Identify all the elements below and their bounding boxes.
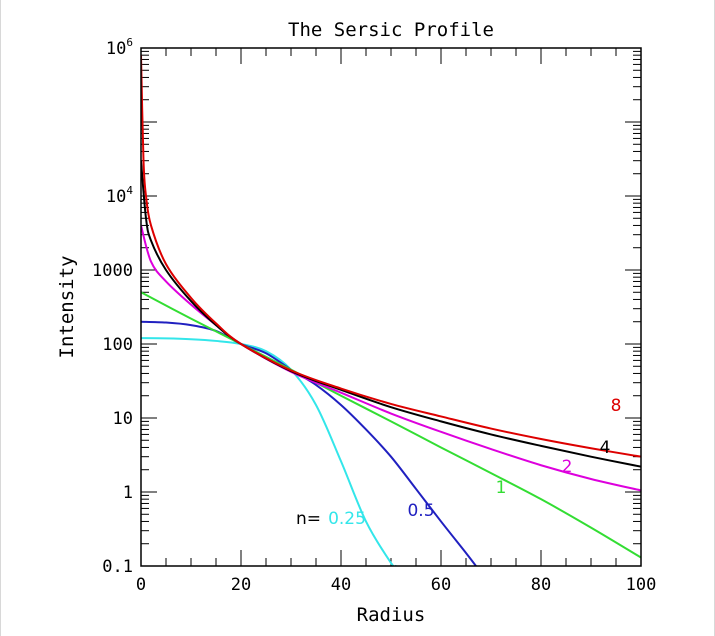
curve-n-1: [141, 291, 641, 559]
y-tick-label: 10: [113, 409, 133, 429]
x-tick-label: 60: [431, 575, 451, 595]
n-equals-label: n=: [296, 509, 321, 529]
curve-n-0-5: [141, 320, 477, 566]
curve-n-8: [141, 55, 641, 458]
curve-label-n-1: 1: [496, 478, 507, 498]
x-tick-label: 80: [531, 575, 551, 595]
curve-n-2: [141, 225, 641, 492]
chart-title: The Sersic Profile: [288, 19, 494, 41]
curve-label-n-4: 4: [600, 438, 611, 458]
x-tick-label: 40: [331, 575, 351, 595]
plot-border: [140, 47, 642, 567]
curve-label-n-2: 2: [562, 457, 573, 477]
y-tick-label: 1: [123, 483, 133, 503]
y-axis-label: Intensity: [56, 256, 78, 359]
curve-label-n-8: 8: [611, 396, 622, 416]
curve-label-n-0-25: 0.25: [328, 509, 366, 529]
y-tick-label: 1000: [92, 261, 133, 281]
axis-ticks: [140, 47, 642, 567]
curves: [141, 55, 641, 566]
x-tick-label: 20: [231, 575, 251, 595]
tick-labels: 0 20 40 60 80 100 0.1 1 10 100 1000 104 106: [92, 36, 656, 595]
y-tick-label: 104: [106, 184, 133, 207]
x-axis-label: Radius: [357, 604, 426, 626]
x-tick-label: 100: [626, 575, 657, 595]
curve-label-n-0-5: 0.5: [407, 501, 434, 521]
x-tick-label: 0: [136, 575, 146, 595]
curve-n-0-25: [141, 337, 397, 566]
y-tick-label: 106: [106, 36, 133, 59]
y-tick-label: 100: [102, 335, 133, 355]
curve-labels: n= 0.25 0.5 1 2 4 8: [296, 396, 621, 529]
y-tick-label: 0.1: [102, 557, 133, 577]
